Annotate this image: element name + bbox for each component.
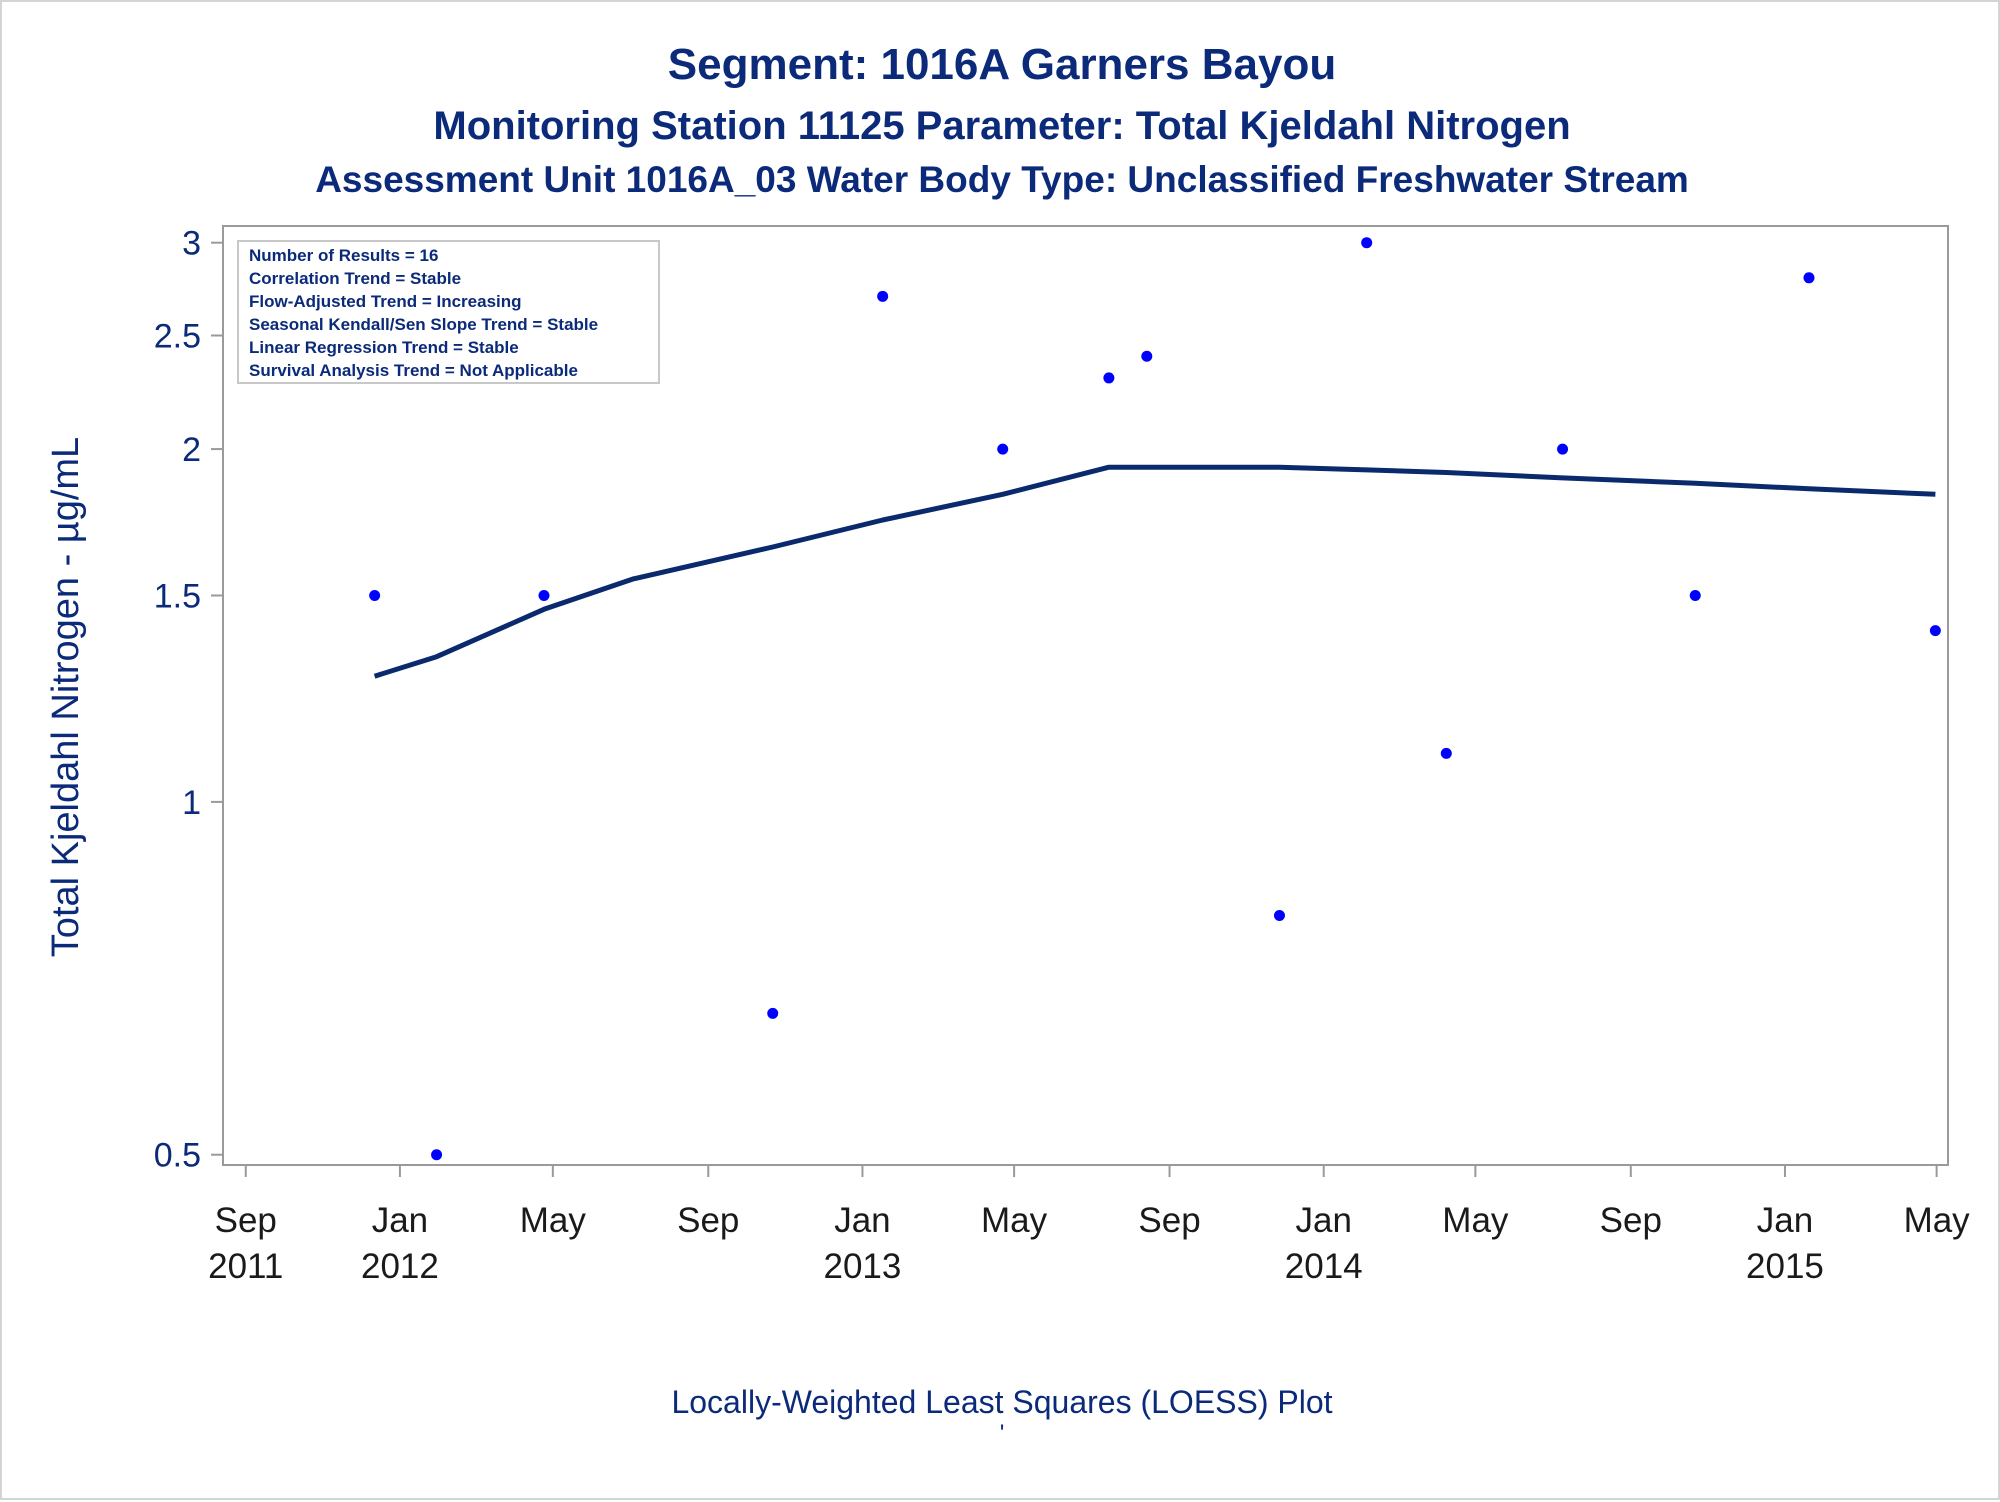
data-point xyxy=(1141,350,1153,362)
legend-line: Number of Results = 16 xyxy=(249,246,438,265)
data-point xyxy=(1361,237,1373,249)
data-point xyxy=(1803,272,1815,284)
loess-line xyxy=(373,464,1936,679)
x-tick-label: Sep xyxy=(677,1201,739,1240)
x-tick-year-label: 2013 xyxy=(824,1247,902,1286)
y-tick-label: 1 xyxy=(182,784,201,822)
footnote-mark: ' xyxy=(999,1420,1005,1447)
y-tick-label: 2 xyxy=(182,431,201,469)
legend-line: Linear Regression Trend = Stable xyxy=(249,338,519,357)
data-point xyxy=(431,1149,443,1161)
legend-line: Seasonal Kendall/Sen Slope Trend = Stabl… xyxy=(249,315,598,334)
x-tick-year-label: 2015 xyxy=(1746,1247,1824,1286)
legend-line: Survival Analysis Trend = Not Applicable xyxy=(249,361,578,380)
x-tick-year-label: 2012 xyxy=(361,1247,439,1286)
data-point xyxy=(1929,625,1941,637)
x-tick-label: Jan xyxy=(1757,1201,1813,1240)
data-point xyxy=(1557,443,1569,455)
y-tick-label: 0.5 xyxy=(154,1137,201,1175)
y-tick-label: 1.5 xyxy=(154,578,201,616)
statistics-legend: Number of Results = 16 Correlation Trend… xyxy=(237,240,660,384)
data-point xyxy=(538,590,550,602)
statistics-legend-box xyxy=(237,240,660,384)
data-point xyxy=(997,443,1009,455)
legend-line: Correlation Trend = Stable xyxy=(249,269,461,288)
x-tick-label: Sep xyxy=(1138,1201,1200,1240)
x-tick-label: May xyxy=(981,1201,1048,1240)
x-tick-label: Jan xyxy=(1295,1201,1351,1240)
y-axis-label: Total Kjeldahl Nitrogen - µg/mL xyxy=(45,437,87,957)
x-tick-year-label: 2014 xyxy=(1285,1247,1363,1286)
legend-line: Flow-Adjusted Trend = Increasing xyxy=(249,292,522,311)
data-point xyxy=(1440,747,1452,759)
y-axis-title: Total Kjeldahl Nitrogen - µg/mL xyxy=(45,437,87,957)
data-point xyxy=(1273,909,1285,921)
x-tick-label: Jan xyxy=(372,1201,428,1240)
x-tick-year-label: 2011 xyxy=(208,1247,283,1286)
data-point xyxy=(877,290,889,302)
data-point xyxy=(1103,372,1115,384)
chart-subtitle-secondary: Assessment Unit 1016A_03 Water Body Type… xyxy=(315,159,1689,200)
footnote: Locally-Weighted Least Squares (LOESS) P… xyxy=(671,1384,1333,1420)
observation-series xyxy=(369,237,1941,1161)
y-tick-label: 2.5 xyxy=(154,317,201,355)
y-tick-label: 3 xyxy=(182,225,201,263)
data-point xyxy=(767,1007,779,1019)
data-point xyxy=(1689,590,1701,602)
x-tick-label: May xyxy=(1442,1201,1509,1240)
x-tick-label: May xyxy=(520,1201,587,1240)
x-axis: Sep 2011 Jan 2012 May Sep Jan 2013 May Sep Jan 2014… xyxy=(208,1164,1971,1286)
chart-title: Segment: 1016A Garners Bayou xyxy=(667,40,1337,89)
x-tick-label: Sep xyxy=(215,1201,277,1240)
data-point xyxy=(369,590,381,602)
chart-subtitle: Monitoring Station 11125 Parameter: Tota… xyxy=(433,104,1571,148)
loess-series xyxy=(373,464,1936,679)
x-tick-label: Jan xyxy=(834,1201,890,1240)
x-tick-label: May xyxy=(1904,1201,1971,1240)
x-tick-label: Sep xyxy=(1600,1201,1662,1240)
y-axis: 0.5 1 1.5 2 2.5 3 xyxy=(154,225,223,1175)
